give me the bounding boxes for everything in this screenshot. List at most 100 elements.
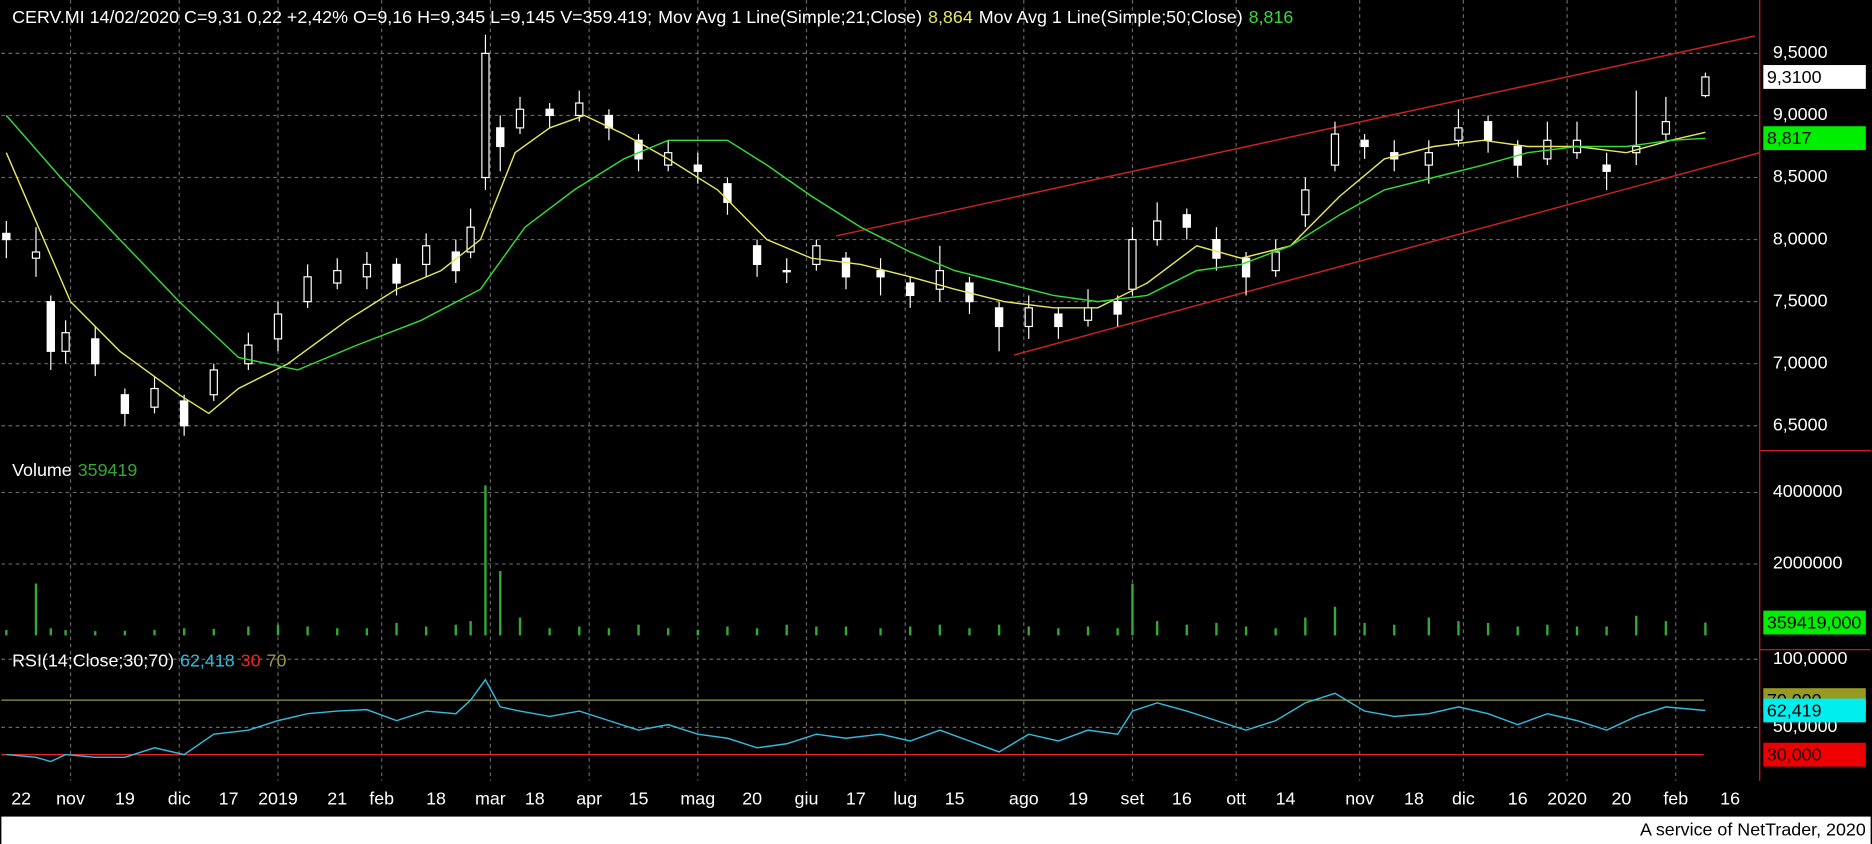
volume-bar: [395, 622, 398, 636]
x-tick-label: feb: [369, 789, 394, 809]
volume-bar: [755, 628, 759, 636]
volume-bar: [815, 626, 818, 636]
candle-body: [841, 257, 851, 278]
last-marker: [1763, 610, 1866, 635]
candle-body: [273, 313, 283, 340]
candle-body: [303, 276, 312, 303]
candle-body: [1271, 251, 1280, 272]
level-label: 70: [267, 650, 287, 670]
candle-body: [1360, 139, 1369, 148]
volume-bar: [1185, 624, 1188, 636]
candle-body: [1454, 127, 1463, 141]
x-tick-label: 19: [115, 789, 135, 809]
trend-line: [835, 35, 1755, 237]
volume-bar: [666, 628, 670, 636]
candle-body: [752, 245, 762, 266]
volume-bar: [1333, 606, 1337, 636]
y-tick-label: 2000000: [1773, 553, 1843, 573]
candle-body: [575, 102, 584, 117]
footer-bar: [1, 816, 1871, 844]
candle-body: [1083, 307, 1093, 321]
x-tick-label: dic: [1452, 789, 1475, 809]
x-tick-label: 15: [629, 789, 649, 809]
volume-bar: [879, 628, 882, 636]
volume-bar: [1546, 624, 1549, 636]
y-tick-label: 4000000: [1773, 481, 1843, 501]
volume-bar: [1027, 626, 1030, 636]
y-tick-label: 8,5000: [1773, 166, 1828, 186]
candle-body: [46, 301, 55, 352]
x-tick-label: 19: [1068, 789, 1088, 809]
x-tick-label: mag: [680, 789, 715, 809]
volume-bar: [726, 626, 729, 636]
y-tick-label: 7,5000: [1773, 290, 1828, 310]
x-tick-label: giu: [795, 789, 819, 809]
candle-body: [723, 183, 732, 203]
candle-body: [179, 400, 189, 427]
y-tick-label: 7,0000: [1773, 352, 1828, 372]
x-tick-label: 16: [1720, 789, 1740, 809]
candle-body: [209, 369, 218, 396]
candle-body: [1113, 301, 1122, 315]
volume-bar: [34, 583, 38, 636]
volume-bar: [1086, 626, 1090, 636]
candle-body: [545, 108, 554, 117]
volume-bar: [123, 630, 127, 636]
x-tick-label: 16: [1172, 789, 1192, 809]
x-tick-label: ott: [1226, 789, 1246, 809]
y-tick-label: 9,5000: [1773, 42, 1828, 62]
volume-bar: [469, 621, 472, 636]
candle-body: [333, 270, 342, 284]
volume-bar: [1575, 626, 1579, 636]
volume-bar: [997, 624, 1001, 636]
volume-bar: [1635, 615, 1638, 636]
candle-body: [392, 263, 401, 284]
candle-body: [1152, 220, 1162, 241]
volume-bar: [1215, 622, 1218, 636]
volume-bar: [1274, 628, 1277, 636]
x-tick-label: apr: [576, 789, 602, 809]
last-value: 359419: [78, 460, 138, 480]
volume-bar: [548, 628, 551, 636]
x-tick-label: 21: [327, 789, 347, 809]
volume-bar: [1393, 624, 1396, 636]
volume-bar: [484, 485, 487, 636]
candle-body: [1330, 133, 1340, 166]
candle-body: [906, 282, 915, 297]
volume-bar: [94, 631, 97, 636]
last-marker: [1763, 742, 1866, 767]
candle-body: [120, 394, 130, 414]
x-tick-label: 16: [1508, 789, 1528, 809]
x-tick-label: 15: [945, 789, 965, 809]
y-tick-label: 8,0000: [1773, 228, 1828, 248]
candle-body: [876, 270, 885, 278]
candle-body: [496, 127, 505, 148]
candle-body: [1483, 121, 1493, 141]
volume-bar: [424, 626, 428, 636]
panel-header: Volume 359419: [12, 460, 137, 480]
volume-bar: [276, 624, 280, 636]
volume-bar: [1427, 617, 1431, 636]
candle-body: [1701, 76, 1710, 97]
volume-bar: [518, 617, 522, 636]
last-marker-label: 62,419: [1767, 700, 1822, 720]
candle-body: [91, 338, 100, 365]
candle-body: [634, 139, 643, 160]
candle-body: [466, 226, 475, 253]
volume-bar: [1057, 628, 1060, 636]
candle-body: [1212, 238, 1221, 259]
moving-average: [5, 114, 1706, 415]
panel-title: CERV.MI 14/02/2020 C=9,31 0,22 +2,42% O=…: [12, 7, 652, 27]
candle-body: [244, 344, 253, 365]
y-tick-label: 9,0000: [1773, 104, 1828, 124]
x-tick-label: lug: [893, 789, 917, 809]
rsi-line: [6, 678, 1706, 763]
volume-bar: [938, 624, 942, 636]
candle-body: [1241, 257, 1251, 278]
x-tick-label: 17: [219, 789, 239, 809]
panel-header: CERV.MI 14/02/2020 C=9,31 0,22 +2,42% O=…: [12, 7, 1293, 27]
volume-bar: [1605, 626, 1608, 636]
volume-bar: [5, 630, 8, 636]
